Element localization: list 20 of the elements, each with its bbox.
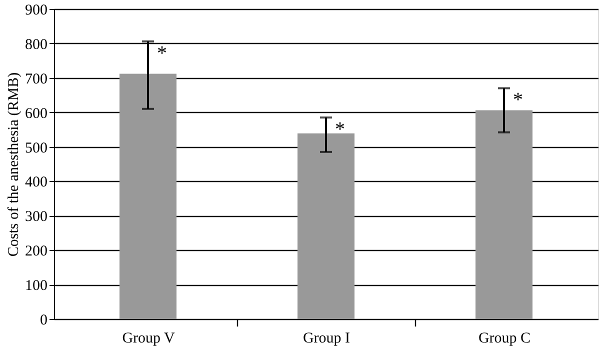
y-tick-label: 200: [25, 244, 48, 260]
annotation: *: [335, 118, 345, 140]
annotation: *: [157, 42, 167, 64]
y-axis-title: Costs of the anesthesia (RMB): [6, 72, 22, 257]
x-tick-label: Group V: [122, 330, 175, 346]
y-tick-label: 300: [25, 209, 48, 226]
y-tick-label: 400: [25, 174, 48, 191]
y-tick-label: 900: [25, 2, 48, 18]
y-tick-label: 600: [25, 106, 48, 122]
x-tick-label: Group C: [478, 330, 531, 346]
annotation: *: [513, 89, 523, 112]
y-tick-label: 800: [25, 36, 48, 53]
y-tick-label: 500: [25, 140, 48, 156]
y-tick-label: 100: [25, 278, 48, 294]
y-tick-label: 0: [40, 312, 48, 328]
bar: [476, 110, 532, 319]
bar: [120, 74, 176, 319]
bar: [298, 133, 354, 319]
x-tick-label: Group I: [302, 330, 350, 346]
y-tick-label: 700: [25, 71, 48, 88]
